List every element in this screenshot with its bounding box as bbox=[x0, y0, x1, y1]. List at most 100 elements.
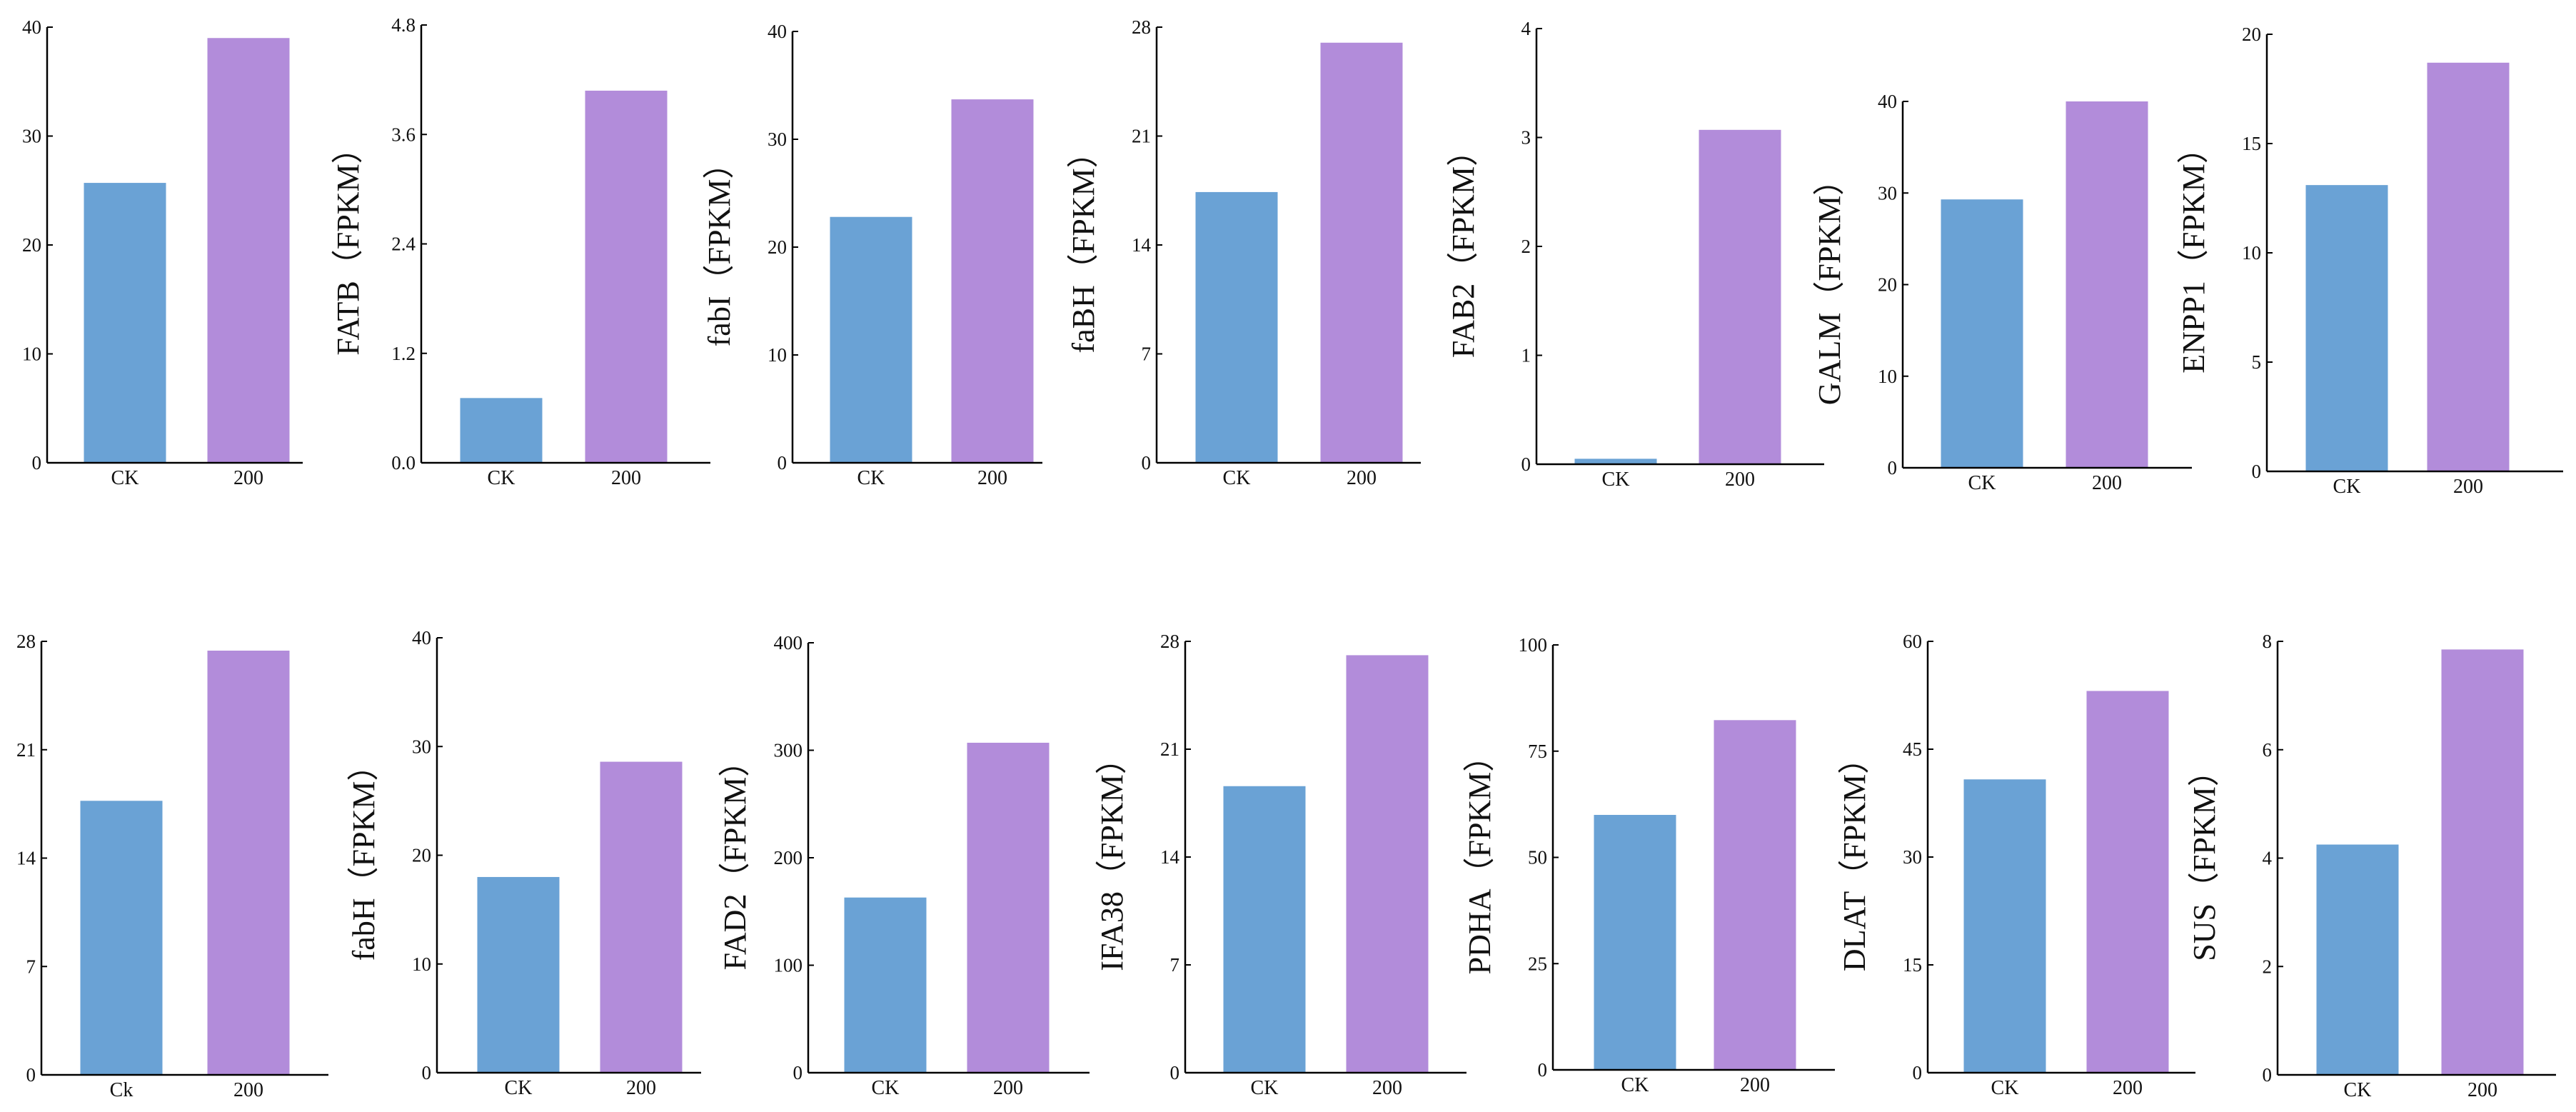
x-category-label: CK bbox=[1223, 467, 1251, 489]
x-category-label: CK bbox=[1251, 1077, 1279, 1099]
bar-treatment bbox=[207, 38, 290, 463]
bar-ck bbox=[1195, 191, 1278, 463]
y-tick-label: 25 bbox=[1528, 953, 1547, 974]
y-tick-label: 30 bbox=[1903, 846, 1922, 868]
y-tick-label: 2 bbox=[1521, 236, 1531, 257]
chart-panel-1: 0 10 20 30 40 CK 200 bbox=[22, 16, 303, 489]
y-tick-label: 10 bbox=[22, 344, 41, 365]
chart-panel-13: 0 15 30 45 60 CK 200 DLAT（FPKM） bbox=[1837, 631, 2195, 1099]
chart-panel-8: 0 7 14 21 28 Ck 200 bbox=[16, 631, 328, 1101]
x-category-label: 200 bbox=[1372, 1077, 1402, 1099]
y-tick-label: 0 bbox=[778, 452, 788, 474]
bar-treatment bbox=[2086, 691, 2169, 1073]
y-tick-label: 3 bbox=[1521, 127, 1531, 149]
y-tick-label: 40 bbox=[1878, 91, 1897, 112]
y-tick-label: 14 bbox=[1160, 846, 1180, 868]
y-axis-title: SUS（FPKM） bbox=[2187, 755, 2222, 961]
y-tick-label: 400 bbox=[774, 632, 803, 653]
chart-panel-11: 0 7 14 21 28 CK 200 IFA38（FPKM） bbox=[1095, 631, 1466, 1099]
y-axis-title: fabI（FPKM） bbox=[702, 148, 737, 347]
y-tick-label: 100 bbox=[1519, 634, 1548, 656]
bar-ck bbox=[830, 216, 912, 463]
bar-treatment bbox=[2066, 101, 2148, 468]
x-category-label: CK bbox=[505, 1077, 533, 1099]
x-category-label: 200 bbox=[2113, 1077, 2143, 1099]
y-tick-label: 0 bbox=[2263, 1064, 2273, 1086]
x-category-label: CK bbox=[2344, 1079, 2372, 1101]
y-tick-label: 21 bbox=[1160, 738, 1179, 760]
chart-panel-7: 0 5 10 15 20 CK 200 ENPP1（FPKM） bbox=[2176, 24, 2563, 498]
y-axis-title: FAD2（FPKM） bbox=[718, 746, 753, 971]
y-tick-label: 4 bbox=[1521, 18, 1531, 39]
y-tick-label: 20 bbox=[2242, 24, 2261, 45]
y-tick-label: 40 bbox=[768, 21, 787, 42]
y-tick-label: 0 bbox=[422, 1062, 432, 1083]
y-tick-label: 1.2 bbox=[391, 343, 416, 364]
x-category-label: Ck bbox=[110, 1079, 134, 1101]
y-tick-label: 21 bbox=[1132, 126, 1151, 147]
y-tick-label: 50 bbox=[1528, 847, 1547, 868]
y-tick-label: 200 bbox=[774, 847, 803, 868]
x-category-label: 200 bbox=[977, 467, 1007, 489]
bar-ck bbox=[460, 398, 543, 463]
y-axis-title: IFA38（FPKM） bbox=[1095, 743, 1129, 971]
x-category-label: 200 bbox=[2092, 472, 2122, 494]
y-tick-label: 0 bbox=[1170, 1062, 1180, 1083]
y-tick-label: 0 bbox=[1538, 1059, 1548, 1081]
chart-panel-10: 0 100 200 300 400 CK 200 FAD2（FPKM） bbox=[718, 632, 1090, 1099]
bar-ck bbox=[477, 876, 560, 1073]
y-tick-label: 10 bbox=[2242, 242, 2261, 264]
y-tick-label: 30 bbox=[768, 129, 787, 150]
bar-treatment bbox=[600, 761, 683, 1073]
bar-ck bbox=[1963, 779, 2046, 1073]
chart-panel-2: 0.0 1.2 2.4 3.6 4.8 CK 200 FATB（FPKM） bbox=[331, 14, 710, 489]
y-tick-label: 8 bbox=[2263, 631, 2273, 652]
y-tick-label: 10 bbox=[1878, 366, 1897, 387]
y-tick-label: 14 bbox=[16, 848, 36, 869]
x-category-label: CK bbox=[857, 467, 885, 489]
x-category-label: CK bbox=[2333, 476, 2361, 498]
bar-ck bbox=[2316, 844, 2399, 1075]
x-category-label: CK bbox=[1991, 1077, 2019, 1099]
chart-panel-12: 0 25 50 75 100 CK 200 PDHA（FPKM） bbox=[1462, 634, 1835, 1096]
y-tick-label: 0 bbox=[1521, 454, 1531, 475]
y-axis-title: FAB2（FPKM） bbox=[1446, 135, 1481, 358]
y-axis-title: ENPP1（FPKM） bbox=[2176, 132, 2211, 373]
x-category-label: 200 bbox=[2467, 1079, 2497, 1101]
bar-treatment bbox=[967, 742, 1050, 1073]
x-category-label: 200 bbox=[993, 1077, 1023, 1099]
y-tick-label: 21 bbox=[16, 739, 36, 761]
y-tick-label: 28 bbox=[1132, 16, 1151, 38]
y-tick-label: 75 bbox=[1528, 741, 1547, 762]
y-tick-label: 0 bbox=[32, 452, 42, 474]
y-tick-label: 40 bbox=[412, 627, 431, 648]
chart-panel-3: 0 10 20 30 40 CK 200 fabI（FPKM） bbox=[702, 21, 1042, 489]
bar-ck bbox=[844, 897, 927, 1073]
y-tick-label: 2.4 bbox=[391, 234, 416, 255]
x-category-label: 200 bbox=[1347, 467, 1377, 489]
x-category-label: 200 bbox=[1740, 1074, 1770, 1096]
y-tick-label: 4.8 bbox=[391, 14, 416, 36]
bar-treatment bbox=[2441, 649, 2524, 1075]
y-tick-label: 0 bbox=[1888, 457, 1898, 479]
y-tick-label: 20 bbox=[22, 234, 41, 256]
x-category-label: CK bbox=[111, 467, 139, 489]
x-category-label: CK bbox=[488, 467, 515, 489]
y-tick-label: 30 bbox=[412, 736, 431, 757]
x-category-label: CK bbox=[1621, 1074, 1649, 1096]
y-tick-label: 6 bbox=[2263, 739, 2273, 761]
x-category-label: 200 bbox=[611, 467, 641, 489]
chart-panel-9: 0 10 20 30 40 CK 200 fabH（FPKM） bbox=[346, 627, 701, 1099]
bar-ck bbox=[1941, 199, 2023, 468]
bar-treatment bbox=[585, 90, 668, 463]
bar-treatment bbox=[1346, 655, 1429, 1073]
bar-treatment bbox=[1699, 129, 1781, 464]
y-tick-label: 40 bbox=[22, 16, 41, 38]
y-axis-title: fabH（FPKM） bbox=[346, 750, 381, 961]
y-axis-title: FATB（FPKM） bbox=[331, 132, 366, 355]
y-tick-label: 7 bbox=[1142, 344, 1152, 365]
y-tick-label: 15 bbox=[2242, 133, 2261, 154]
y-tick-label: 15 bbox=[1903, 954, 1922, 976]
bar-ck bbox=[1223, 786, 1306, 1073]
